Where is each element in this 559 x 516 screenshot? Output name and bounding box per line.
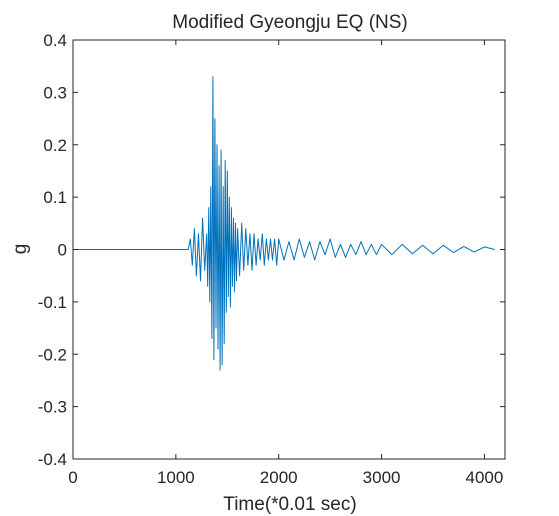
- x-tick-label: 1000: [157, 468, 195, 487]
- x-axis-ticks: 0 1000 2000 3000 4000: [68, 40, 503, 487]
- y-tick-label: 0.4: [43, 31, 67, 50]
- y-axis-ticks: 0.4 0.3 0.2 0.1 0 -0.1 -0.2 -0.3 -0.4: [38, 31, 505, 469]
- x-axis-label: Time(*0.01 sec): [223, 494, 356, 515]
- y-axis-label: g: [10, 244, 31, 255]
- y-tick-label: -0.4: [38, 450, 67, 469]
- y-tick-label: -0.3: [38, 398, 67, 417]
- plot-area: [72, 39, 506, 460]
- x-tick-label: 4000: [466, 468, 504, 487]
- series-line-1: [73, 76, 495, 371]
- x-tick-label: 3000: [363, 468, 401, 487]
- y-tick-label: -0.2: [38, 345, 67, 364]
- x-tick-label: 2000: [260, 468, 298, 487]
- y-tick-label: -0.1: [38, 293, 67, 312]
- y-tick-label: 0: [58, 241, 67, 260]
- chart-title: Modified Gyeongju EQ (NS): [172, 12, 408, 33]
- x-tick-label: 0: [68, 468, 77, 487]
- y-tick-label: 0.3: [43, 83, 67, 102]
- y-tick-label: 0.1: [43, 188, 67, 207]
- y-tick-label: 0.2: [43, 136, 67, 155]
